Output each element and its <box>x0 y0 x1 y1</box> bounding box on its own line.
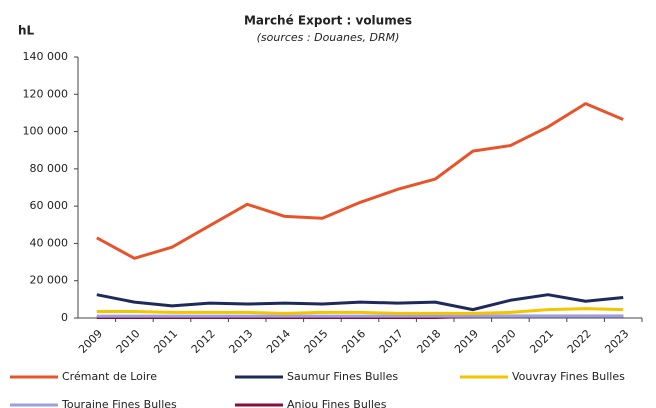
legend-label: Touraine Fines Bulles <box>61 398 177 408</box>
y-tick-label: 0 <box>61 311 68 324</box>
series-line <box>96 293 624 312</box>
x-tick-label: 2014 <box>264 327 293 356</box>
x-tick-label: 2011 <box>151 327 180 356</box>
y-tick-label: 100 000 <box>23 125 69 138</box>
chart-title: Marché Export : volumes <box>244 14 412 28</box>
y-tick-label: 120 000 <box>23 87 69 100</box>
x-tick-label: 2013 <box>226 327 255 356</box>
x-tick-label: 2009 <box>76 327 105 356</box>
series-line <box>96 102 624 260</box>
x-tick-label: 2017 <box>377 327 406 356</box>
x-tick-label: 2021 <box>527 327 556 356</box>
legend-label: Crémant de Loire <box>62 370 157 383</box>
x-tick-label: 2015 <box>302 327 331 356</box>
chart-subtitle: (sources : Douanes, DRM) <box>257 31 400 44</box>
series-line <box>96 307 624 315</box>
legend-label: Vouvray Fines Bulles <box>512 370 625 383</box>
y-tick-label: 60 000 <box>30 199 69 212</box>
x-tick-label: 2019 <box>452 327 481 356</box>
legend-label: Anjou Fines Bulles <box>287 398 387 408</box>
x-tick-label: 2018 <box>414 327 443 356</box>
x-tick-label: 2010 <box>114 327 143 356</box>
legend-label: Saumur Fines Bulles <box>287 370 398 383</box>
x-tick-label: 2012 <box>189 327 218 356</box>
y-tick-label: 40 000 <box>30 236 69 249</box>
x-tick-label: 2023 <box>602 327 631 356</box>
y-tick-label: 80 000 <box>30 162 69 175</box>
x-tick-label: 2016 <box>339 327 368 356</box>
y-tick-label: 20 000 <box>30 274 69 287</box>
y-axis-label: hL <box>18 24 35 38</box>
x-tick-label: 2020 <box>490 327 519 356</box>
y-tick-label: 140 000 <box>23 50 69 63</box>
x-tick-label: 2022 <box>565 327 594 356</box>
